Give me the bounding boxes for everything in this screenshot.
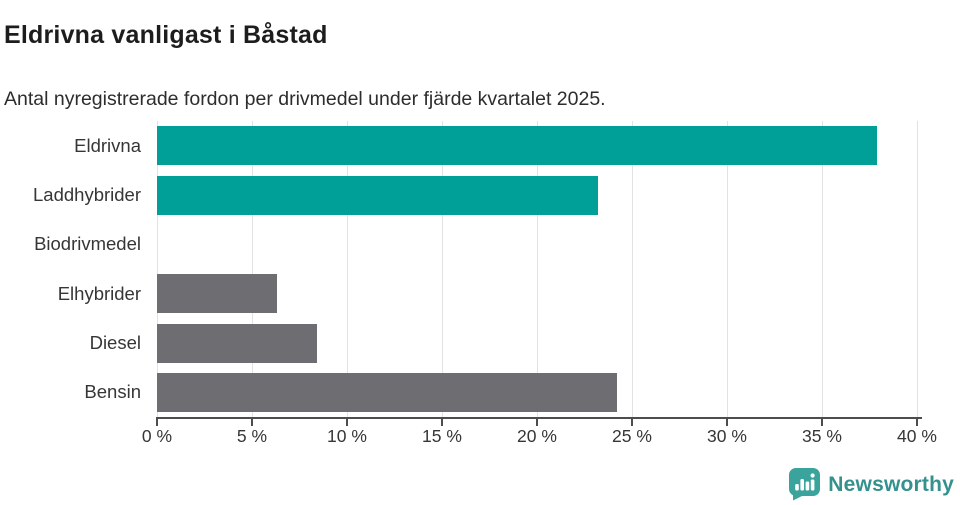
axis-tick-label: 0 % [141, 426, 173, 446]
newsworthy-logo-text: Newsworthy [828, 472, 954, 496]
category-label: Diesel [89, 332, 141, 353]
plot-area [157, 121, 940, 417]
page-title: Eldrivna vanligast i Båstad [4, 20, 328, 49]
gridline [442, 121, 443, 417]
axis-tick [251, 419, 253, 426]
bar [157, 323, 317, 363]
axis-tick-label: 5 % [236, 426, 268, 446]
axis-tick-label: 15 % [422, 426, 462, 446]
bar [157, 274, 277, 314]
gridline [252, 121, 253, 417]
axis-tick-label: 35 % [802, 426, 842, 446]
category-label: Elhybrider [57, 282, 141, 304]
gridline [632, 121, 633, 417]
axis-tick-label: 10 % [327, 426, 367, 446]
gridline [157, 121, 158, 417]
axis-tick-label: 30 % [707, 426, 747, 446]
gridline [727, 121, 728, 417]
axis-tick-label: 40 % [897, 426, 937, 446]
category-label: Bensin [84, 381, 141, 403]
gridline [347, 121, 348, 417]
axis-tick [821, 419, 823, 426]
axis-tick [156, 419, 158, 426]
axis-tick [536, 419, 538, 426]
gridline [822, 121, 823, 417]
chart-subtitle: Antal nyregistrerade fordon per drivmede… [4, 87, 606, 110]
bar [157, 175, 598, 215]
axis-tick [916, 419, 918, 426]
axis-tick-label: 25 % [612, 426, 652, 446]
axis-tick [726, 419, 728, 426]
newsworthy-logo: Newsworthy [789, 468, 954, 501]
axis-tick [441, 419, 443, 426]
bar [157, 372, 617, 412]
axis-tick [346, 419, 348, 426]
category-label: Laddhybrider [33, 184, 141, 205]
gridline [917, 121, 918, 417]
axis-tick [631, 419, 633, 426]
x-axis-line [156, 417, 922, 419]
bar [157, 126, 878, 166]
axis-tick-label: 20 % [517, 426, 557, 446]
newsworthy-logo-icon [789, 468, 821, 501]
bar-chart: Eldrivna Laddhybrider Biodrivmedel Elhybrid… [0, 121, 960, 417]
category-label: Eldrivna [74, 134, 141, 156]
gridline [537, 121, 538, 417]
category-label: Biodrivmedel [34, 233, 141, 255]
